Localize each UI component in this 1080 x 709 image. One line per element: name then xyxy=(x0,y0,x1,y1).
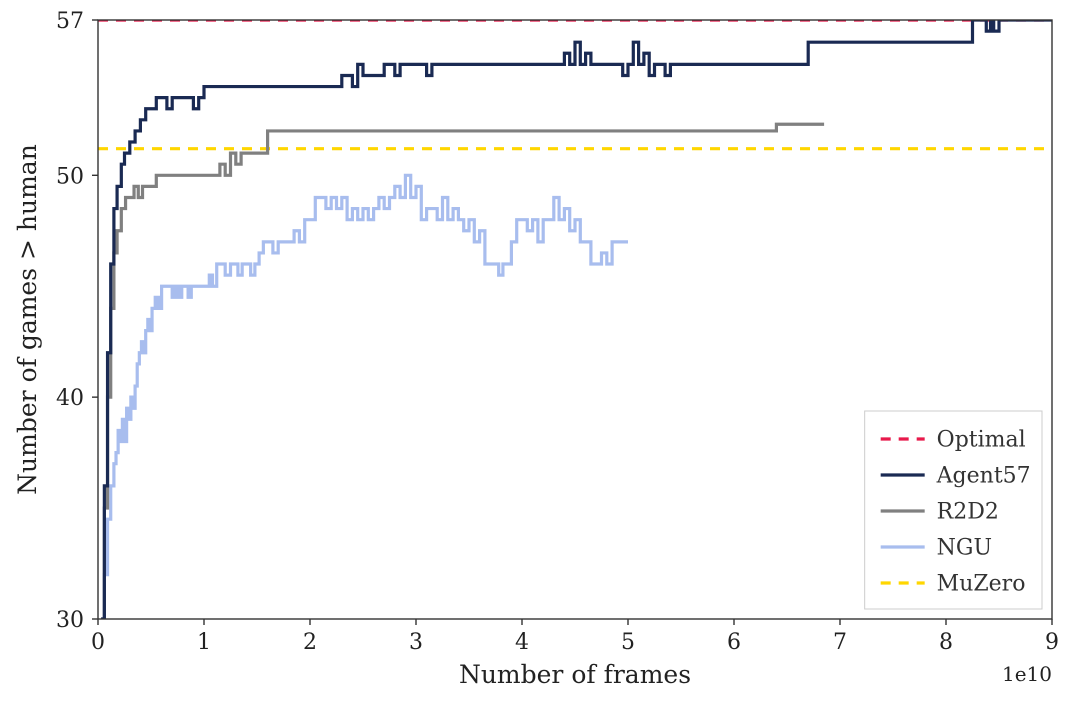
x-tick-label: 9 xyxy=(1045,630,1059,655)
x-tick-label: 1 xyxy=(197,630,211,655)
chart-svg: 0 1 2 3 4 5 6 7 8 9 30 40 50 57 Number of frames Number… xyxy=(0,0,1080,709)
y-tick-label: 40 xyxy=(56,386,84,411)
y-tick-label: 57 xyxy=(56,9,84,34)
x-tick-label: 3 xyxy=(409,630,423,655)
y-tick-label: 50 xyxy=(56,164,84,189)
x-tick-label: 4 xyxy=(515,630,529,655)
y-tick-label: 30 xyxy=(56,608,84,633)
x-axis-label: Number of frames xyxy=(459,660,691,689)
x-tick-label: 2 xyxy=(303,630,317,655)
x-offset-text: 1e10 xyxy=(1002,662,1052,686)
x-tick-label: 7 xyxy=(833,630,847,655)
legend-label: NGU xyxy=(937,536,992,561)
legend-label: R2D2 xyxy=(937,500,999,525)
chart-container: 0 1 2 3 4 5 6 7 8 9 30 40 50 57 Number of frames Number… xyxy=(0,0,1080,709)
x-tick-label: 8 xyxy=(939,630,953,655)
legend-label: MuZero xyxy=(937,572,1026,597)
legend: Optimal Agent57 R2D2 NGU MuZero xyxy=(865,411,1042,609)
x-tick-label: 6 xyxy=(727,630,741,655)
legend-label: Optimal xyxy=(937,428,1026,453)
y-axis-label: Number of games > human xyxy=(13,144,42,495)
x-tick-label: 5 xyxy=(621,630,635,655)
legend-label: Agent57 xyxy=(936,464,1031,489)
x-tick-label: 0 xyxy=(91,630,105,655)
